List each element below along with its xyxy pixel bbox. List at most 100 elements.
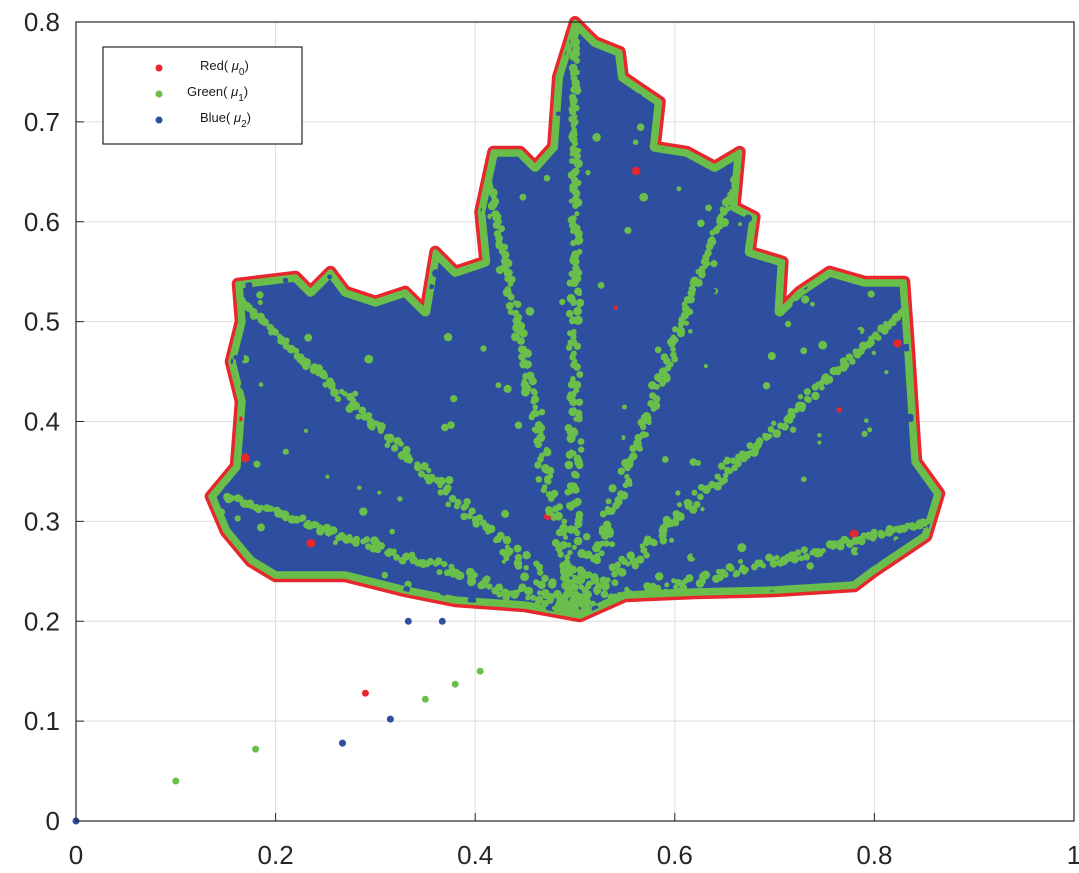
leaf-speckle — [703, 364, 709, 369]
vein-point — [391, 444, 399, 452]
vein-point — [543, 448, 552, 457]
vein-point — [501, 589, 511, 598]
leaf-speckle — [499, 471, 505, 477]
vein-point — [573, 416, 579, 422]
leaf-speckle — [621, 404, 627, 410]
vein-point — [448, 563, 455, 570]
vein-point — [402, 552, 411, 561]
vein-point — [566, 482, 575, 490]
vein-point — [571, 427, 577, 433]
leaf-speckle — [303, 421, 308, 426]
vein-point — [266, 324, 273, 331]
leaf-speckle — [608, 264, 613, 270]
vein-point — [576, 371, 584, 378]
leaf-speckle — [632, 585, 637, 590]
vein-point — [568, 198, 574, 204]
vein-point — [491, 197, 500, 206]
vein-point — [567, 549, 573, 556]
leaf-speckle — [267, 462, 273, 468]
leaf-speckle — [584, 429, 591, 437]
leaf-speckle — [632, 139, 639, 145]
leaf-speckle — [445, 476, 454, 485]
leaf-speckle — [575, 126, 582, 133]
leaf-speckle — [785, 539, 794, 548]
leaf-speckle — [711, 177, 720, 186]
leaf-speckle — [741, 553, 748, 560]
vein-point — [571, 181, 578, 188]
vein-point — [355, 413, 362, 420]
leaf-speckle — [764, 267, 772, 276]
leaf-speckle — [834, 467, 843, 476]
vein-point — [576, 413, 583, 419]
leaf-speckle — [735, 553, 741, 559]
vein-point — [570, 215, 577, 222]
vein-point — [551, 538, 560, 547]
vein-point — [420, 462, 429, 471]
leaf-speckle — [495, 382, 502, 389]
vein-point — [605, 498, 612, 505]
vein-point — [570, 583, 579, 592]
leaf-speckle — [446, 582, 453, 589]
vein-point — [353, 535, 360, 543]
vein-point — [565, 309, 574, 318]
vein-point — [574, 287, 582, 296]
vein-point — [575, 461, 584, 470]
vein-point — [365, 543, 372, 550]
leaf-speckle — [806, 562, 814, 570]
leaf-speckle — [556, 111, 561, 117]
leaf-speckle — [624, 226, 632, 235]
leaf-speckle — [621, 521, 627, 528]
leaf-speckle — [636, 123, 645, 131]
vein-point — [611, 579, 619, 587]
vein-point — [448, 494, 457, 503]
vein-point — [776, 559, 785, 567]
leaf-speckle — [245, 485, 251, 490]
vein-point — [384, 433, 392, 441]
leaf-speckle — [541, 247, 550, 256]
vein-point — [564, 600, 571, 607]
vein-point — [571, 28, 580, 37]
leaf-speckle — [340, 363, 349, 371]
leaf-speckle — [333, 540, 338, 546]
leaf-speckle — [825, 304, 832, 311]
vein-point — [545, 506, 553, 514]
vein-point — [534, 421, 543, 430]
vein-point — [611, 570, 618, 578]
legend-label: Green( μ1) — [187, 84, 248, 104]
vein-point — [590, 600, 596, 606]
leaf-speckle — [651, 518, 659, 527]
vein-point — [568, 565, 577, 574]
vein-point — [582, 598, 592, 607]
legend-marker — [155, 116, 163, 124]
y-axis-ticks: 0 0.1 0.2 0.3 0.4 0.5 0.6 0.7 0.8 — [24, 7, 84, 836]
vein-point — [568, 105, 576, 113]
vein-point — [691, 489, 698, 496]
vein-point — [482, 576, 490, 584]
vein-point — [598, 550, 605, 557]
vein-point — [721, 477, 728, 484]
vein-point — [592, 544, 601, 553]
vein-point — [556, 503, 564, 511]
leaf-speckle — [245, 475, 253, 484]
vein-point — [468, 507, 476, 515]
vein-point — [541, 464, 550, 473]
leaf-speckle — [245, 369, 252, 376]
vein-point — [571, 127, 577, 133]
leaf-speckle — [387, 416, 396, 424]
leaf-speckle — [374, 397, 382, 404]
leaf-speckle — [420, 376, 425, 381]
leaf-speckle — [758, 506, 766, 514]
leaf-speckle — [624, 115, 630, 121]
leaf-speckle — [327, 274, 333, 280]
vein-point — [512, 300, 518, 306]
vein-point — [559, 561, 569, 571]
vein-point — [561, 518, 568, 525]
leaf-speckle — [783, 574, 791, 582]
vein-point — [624, 473, 630, 480]
leaf-speckle — [787, 382, 793, 388]
leaf-speckle — [724, 182, 733, 191]
vein-point — [512, 309, 519, 317]
vein-point — [504, 286, 512, 293]
vein-point — [522, 372, 530, 380]
leaf-speckle — [478, 557, 486, 565]
